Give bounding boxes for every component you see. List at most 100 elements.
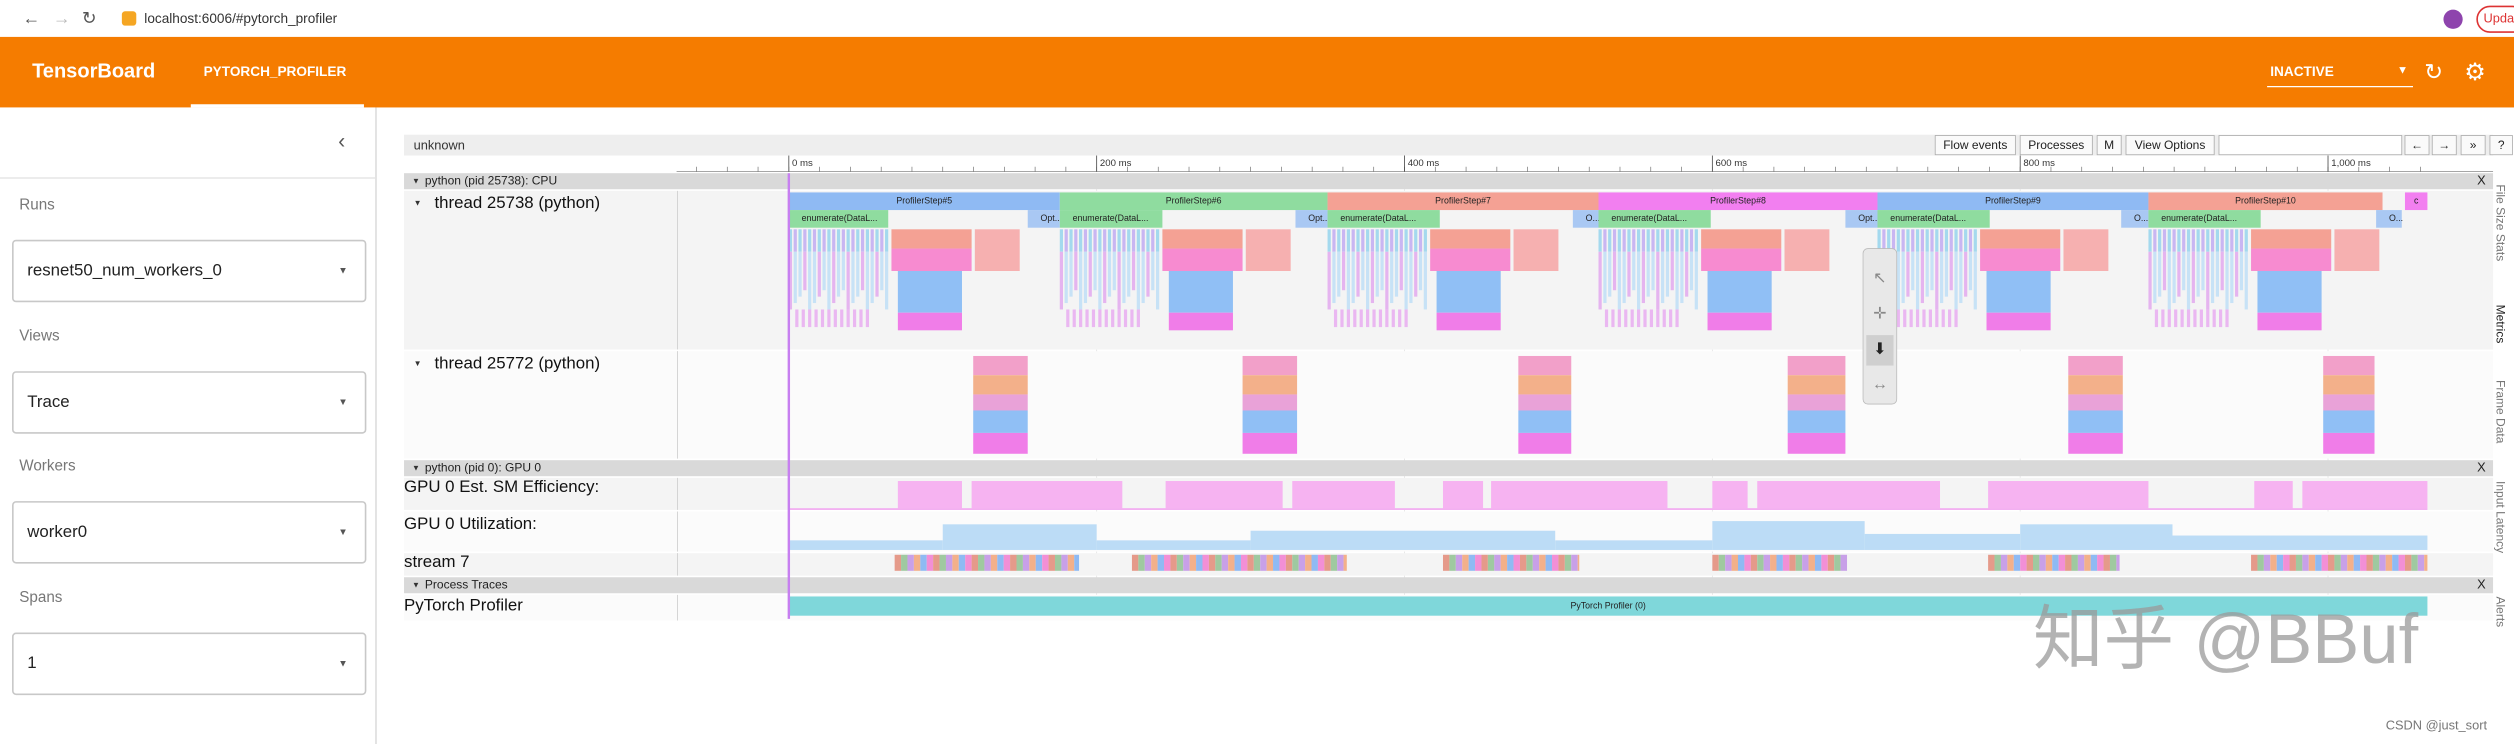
- search-box[interactable]: [2218, 135, 2403, 156]
- sub-event[interactable]: [2376, 210, 2402, 228]
- cpu-op: [2225, 251, 2229, 310]
- profiler-step[interactable]: [1327, 192, 1599, 211]
- profiler-step[interactable]: [788, 192, 1060, 211]
- back-button[interactable]: ←: [22, 8, 40, 28]
- cpu-op: [1394, 251, 1399, 297]
- sub-event[interactable]: [1598, 210, 1711, 228]
- sub-event[interactable]: [1295, 210, 1328, 228]
- kernel: [1042, 554, 1049, 571]
- kernel: [1292, 554, 1299, 571]
- cpu-op: [1656, 309, 1660, 328]
- close-button[interactable]: X: [2477, 460, 2486, 475]
- sub-event[interactable]: [1572, 210, 1599, 228]
- profiler-step[interactable]: [2148, 192, 2383, 211]
- kernel: [933, 554, 940, 571]
- status-arrow: ▼: [2397, 65, 2408, 77]
- toolbar-button[interactable]: [2489, 135, 2513, 156]
- profiler-step[interactable]: [1598, 192, 1878, 211]
- cpu-op: [1340, 309, 1344, 328]
- tool-button[interactable]: ↔: [1872, 375, 1888, 393]
- cpu-op: [1155, 251, 1160, 310]
- side-tab[interactable]: Input Latency: [2493, 481, 2507, 553]
- url[interactable]: localhost:6006/#pytorch_profiler: [144, 11, 337, 26]
- sub-event[interactable]: [1059, 210, 1163, 228]
- cpu-op: [1332, 251, 1336, 304]
- cpu-op: [1112, 229, 1116, 252]
- status-select[interactable]: INACTIVE: [2270, 64, 2334, 79]
- field-select[interactable]: [12, 239, 367, 303]
- side-tab[interactable]: Metrics: [2493, 305, 2507, 344]
- reload-button[interactable]: ↻: [82, 8, 97, 28]
- tool-button[interactable]: ⬇: [1873, 340, 1886, 358]
- avatar[interactable]: [2443, 9, 2463, 29]
- thread-label: thread 25772 (python): [434, 353, 600, 372]
- collapse-button[interactable]: ‹: [338, 130, 345, 153]
- sm-efficiency: [1442, 481, 1484, 509]
- kernel: [1273, 554, 1280, 571]
- cpu-op: [1091, 309, 1096, 328]
- side-tab[interactable]: Frame Data: [2493, 380, 2507, 444]
- kernel: [2360, 554, 2367, 571]
- field-select[interactable]: [12, 501, 367, 564]
- tool-button[interactable]: ✛: [1873, 305, 1886, 323]
- cpu-op: [822, 251, 826, 291]
- update-button[interactable]: [2476, 5, 2514, 33]
- sub-event[interactable]: [2148, 210, 2261, 228]
- toolbar-button[interactable]: [2125, 135, 2215, 156]
- side-tab[interactable]: Alerts: [2493, 596, 2507, 627]
- cpu-op: [1925, 251, 1929, 297]
- kernel: [1183, 554, 1190, 571]
- toolbar-button[interactable]: [2404, 135, 2430, 156]
- cpu-op: [2186, 309, 2191, 328]
- sub-event[interactable]: [1877, 210, 1990, 228]
- tool-button[interactable]: ↖: [1873, 269, 1886, 287]
- cpu-op: [1632, 229, 1636, 252]
- kernel: [1462, 554, 1469, 571]
- toolbar-button[interactable]: [2096, 135, 2122, 156]
- refresh-button[interactable]: ↻: [2424, 60, 2443, 85]
- cpu-op: [2239, 251, 2244, 291]
- gpu-track-label: GPU 0 Est. SM Efficiency:: [404, 477, 599, 496]
- close-button[interactable]: X: [2477, 173, 2486, 188]
- tab[interactable]: PYTORCH_PROFILER: [204, 64, 347, 79]
- cpu-op: [1162, 248, 1243, 271]
- sub-event[interactable]: [1327, 210, 1440, 228]
- kernel: [990, 554, 998, 571]
- cpu-op: [1617, 251, 1621, 310]
- cpu-op: [2244, 229, 2248, 252]
- profiler-step[interactable]: [2404, 192, 2428, 211]
- kernel: [1552, 554, 1559, 571]
- profiler-step[interactable]: [1877, 192, 2149, 211]
- field-select[interactable]: [12, 632, 367, 696]
- kernel: [1189, 554, 1197, 571]
- cpu-op: [1346, 309, 1350, 328]
- toolbar-button[interactable]: [2460, 135, 2486, 156]
- toolbar-button[interactable]: [2019, 135, 2093, 156]
- sub-event[interactable]: [2121, 210, 2149, 228]
- profiler-step[interactable]: [1059, 192, 1328, 211]
- settings-button[interactable]: ⚙: [2464, 59, 2486, 86]
- kernel: [1343, 554, 1347, 571]
- cpu-op: [1385, 229, 1389, 252]
- sub-event[interactable]: [1027, 210, 1060, 228]
- forward-button[interactable]: →: [53, 8, 71, 28]
- process-header: [404, 460, 2494, 477]
- side-tab[interactable]: File Size Stats: [2493, 184, 2507, 261]
- sm-efficiency: [1491, 481, 1668, 509]
- profiler-step-label: ProfilerStep#9: [1985, 196, 2041, 206]
- field-arrow: ▼: [338, 266, 348, 277]
- sub-event[interactable]: [1845, 210, 1878, 228]
- close-button[interactable]: X: [2477, 577, 2486, 592]
- cpu-op: [1603, 251, 1607, 304]
- toolbar-button[interactable]: [1934, 135, 2016, 156]
- cpu-op: [1627, 229, 1631, 252]
- kernel: [1202, 554, 1209, 571]
- field-select[interactable]: [12, 371, 367, 434]
- cpu-op: [836, 229, 841, 252]
- cpu-op: [1066, 309, 1070, 328]
- profiler-event[interactable]: [788, 596, 2428, 616]
- toolbar-button[interactable]: [2431, 135, 2457, 156]
- cpu-op: [1079, 309, 1083, 328]
- cpu-op: [801, 309, 805, 328]
- sub-event[interactable]: [788, 210, 889, 228]
